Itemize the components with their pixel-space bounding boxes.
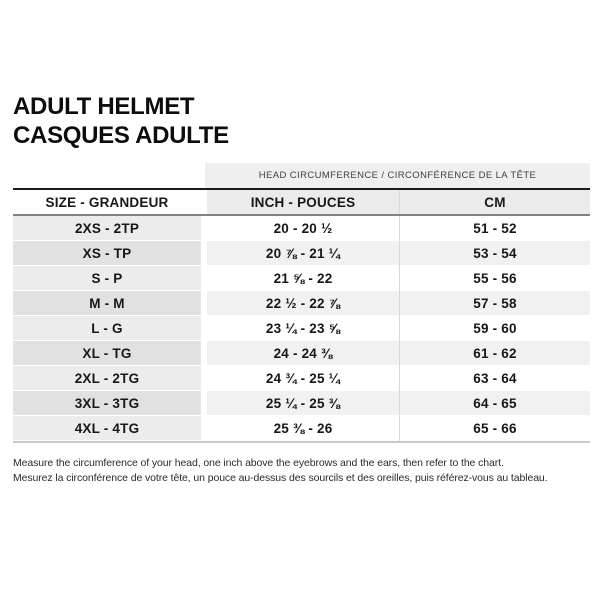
head-circumference-banner: HEAD CIRCUMFERENCE / CIRCONFÉRENCE DE LA… <box>205 163 590 188</box>
column-divider <box>399 366 400 391</box>
column-divider <box>399 316 400 341</box>
table-bottom-border <box>13 441 590 443</box>
table-row: 4XL - 4TG 25 ⅜ - 26 65 - 66 <box>13 416 590 441</box>
column-header-cm: CM <box>400 190 590 214</box>
table-row: M - M 22 ½ - 22 ⅞ 57 - 58 <box>13 291 590 316</box>
size-value: S - P <box>13 266 201 291</box>
size-value: 4XL - 4TG <box>13 416 201 441</box>
inch-value: 20 - 20 ½ <box>207 216 399 241</box>
inch-value: 23 ¼ - 23 ⅝ <box>207 316 399 341</box>
table-row: 3XL - 3TG 25 ¼ - 25 ⅜ 64 - 65 <box>13 391 590 416</box>
column-header-size: SIZE - GRANDEUR <box>13 190 201 214</box>
size-value: XS - TP <box>13 241 201 266</box>
inch-value: 25 ⅜ - 26 <box>207 416 399 441</box>
page-title: ADULT HELMET CASQUES ADULTE <box>13 92 229 150</box>
cm-value: 65 - 66 <box>400 416 590 441</box>
helmet-size-chart: HEAD CIRCUMFERENCE / CIRCONFÉRENCE DE LA… <box>13 163 590 443</box>
column-divider <box>399 416 400 441</box>
column-divider <box>399 391 400 416</box>
column-header-inch: INCH - POUCES <box>207 190 399 214</box>
column-divider <box>399 341 400 366</box>
size-value: 2XL - 2TG <box>13 366 201 391</box>
cm-value: 57 - 58 <box>400 291 590 316</box>
size-value: M - M <box>13 291 201 316</box>
table-row: 2XL - 2TG 24 ¾ - 25 ¼ 63 - 64 <box>13 366 590 391</box>
cm-value: 53 - 54 <box>400 241 590 266</box>
cm-value: 55 - 56 <box>400 266 590 291</box>
table-row: L - G 23 ¼ - 23 ⅝ 59 - 60 <box>13 316 590 341</box>
inch-value: 25 ¼ - 25 ⅜ <box>207 391 399 416</box>
inch-value: 22 ½ - 22 ⅞ <box>207 291 399 316</box>
instruction-fr: Mesurez la circonférence de votre tête, … <box>13 471 548 484</box>
size-value: XL - TG <box>13 341 201 366</box>
column-divider <box>399 291 400 316</box>
inch-value: 24 - 24 ⅜ <box>207 341 399 366</box>
table-row: XL - TG 24 - 24 ⅜ 61 - 62 <box>13 341 590 366</box>
table-row: XS - TP 20 ⅞ - 21 ¼ 53 - 54 <box>13 241 590 266</box>
cm-value: 59 - 60 <box>400 316 590 341</box>
cm-value: 63 - 64 <box>400 366 590 391</box>
inch-value: 20 ⅞ - 21 ¼ <box>207 241 399 266</box>
instruction-en: Measure the circumference of your head, … <box>13 457 504 469</box>
size-value: L - G <box>13 316 201 341</box>
size-value: 3XL - 3TG <box>13 391 201 416</box>
column-divider <box>399 266 400 291</box>
cm-value: 61 - 62 <box>400 341 590 366</box>
inch-value: 21 ⅝ - 22 <box>207 266 399 291</box>
page-title-fr: CASQUES ADULTE <box>13 122 229 149</box>
size-value: 2XS - 2TP <box>13 216 201 241</box>
page-title-en: ADULT HELMET <box>13 93 195 120</box>
cm-value: 64 - 65 <box>400 391 590 416</box>
column-divider <box>399 216 400 241</box>
cm-value: 51 - 52 <box>400 216 590 241</box>
table-header-row: SIZE - GRANDEUR INCH - POUCES CM <box>13 188 590 216</box>
column-divider <box>399 190 400 214</box>
table-row: 2XS - 2TP 20 - 20 ½ 51 - 52 <box>13 216 590 241</box>
table-row: S - P 21 ⅝ - 22 55 - 56 <box>13 266 590 291</box>
inch-value: 24 ¾ - 25 ¼ <box>207 366 399 391</box>
column-divider <box>399 241 400 266</box>
measurement-instructions: Measure the circumference of your head, … <box>13 456 588 485</box>
